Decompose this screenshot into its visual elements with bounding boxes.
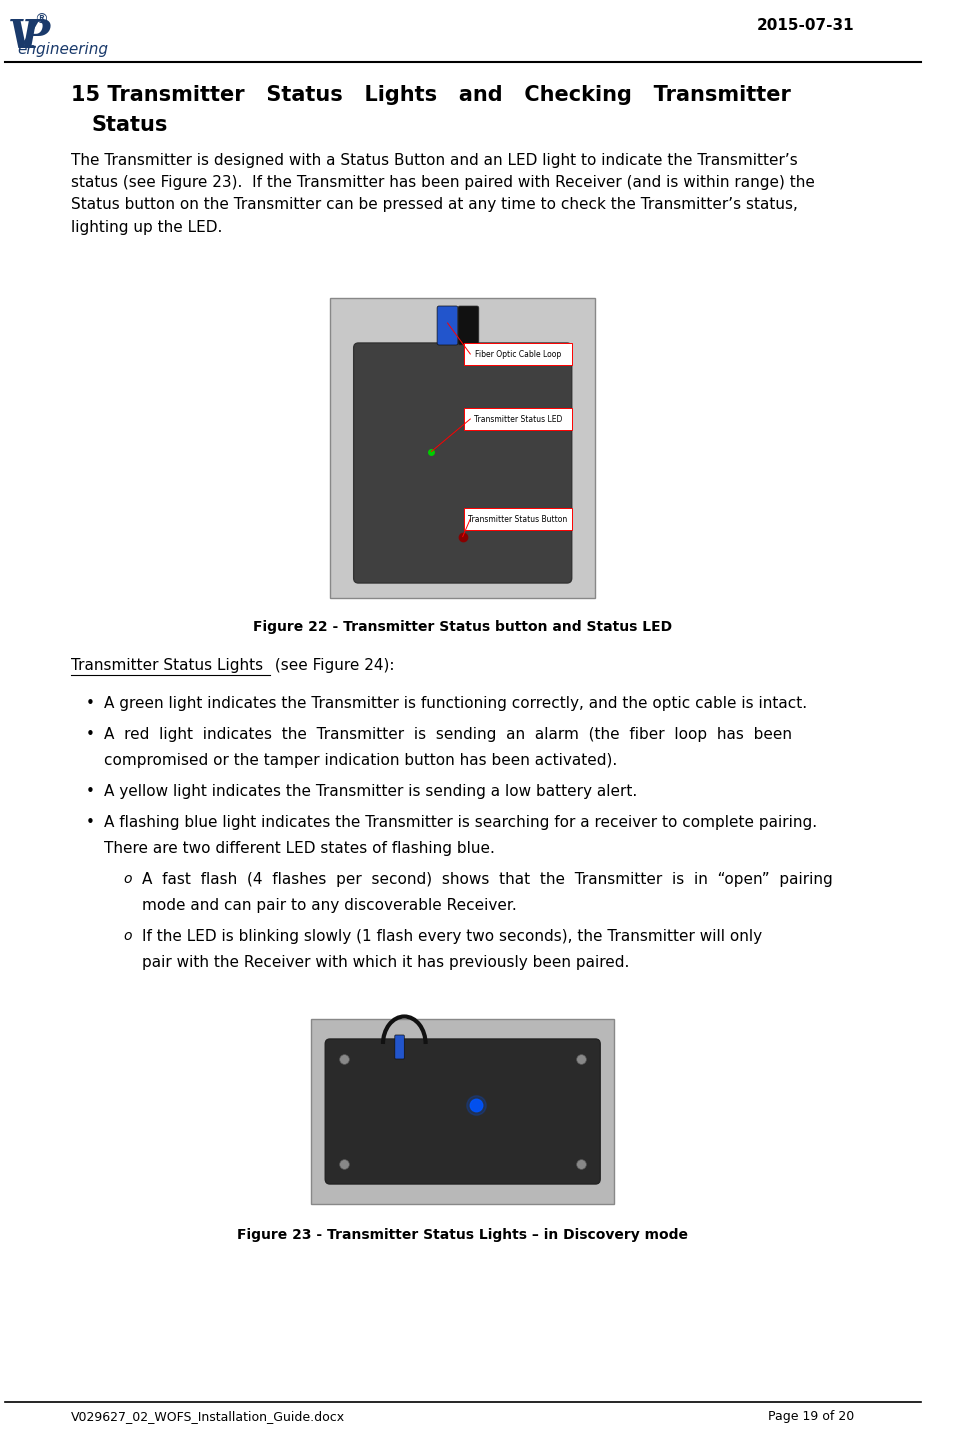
Text: A flashing blue light indicates the Transmitter is searching for a receiver to c: A flashing blue light indicates the Tran… — [104, 814, 818, 830]
Text: If the LED is blinking slowly (1 flash every two seconds), the Transmitter will : If the LED is blinking slowly (1 flash e… — [142, 928, 762, 944]
Text: V029627_02_WOFS_Installation_Guide.docx: V029627_02_WOFS_Installation_Guide.docx — [71, 1409, 346, 1422]
Text: Figure 22 - Transmitter Status button and Status LED: Figure 22 - Transmitter Status button an… — [253, 619, 672, 634]
Text: 15 Transmitter   Status   Lights   and   Checking   Transmitter: 15 Transmitter Status Lights and Checkin… — [71, 85, 791, 105]
Text: Page 19 of 20: Page 19 of 20 — [768, 1409, 854, 1422]
Text: •: • — [85, 814, 95, 830]
Text: The Transmitter is designed with a Status Button and an LED light to indicate th: The Transmitter is designed with a Statu… — [71, 153, 815, 234]
Text: Transmitter Status Button: Transmitter Status Button — [468, 514, 567, 524]
Text: compromised or the tamper indication button has been activated).: compromised or the tamper indication but… — [104, 752, 618, 768]
Text: •: • — [85, 696, 95, 710]
FancyBboxPatch shape — [330, 297, 595, 598]
Text: o: o — [123, 928, 132, 943]
Text: There are two different LED states of flashing blue.: There are two different LED states of fl… — [104, 840, 495, 856]
Text: engineering: engineering — [17, 42, 108, 56]
FancyBboxPatch shape — [395, 1035, 404, 1058]
Text: Status: Status — [92, 116, 168, 134]
FancyBboxPatch shape — [437, 306, 458, 345]
FancyBboxPatch shape — [464, 344, 572, 365]
Text: ®: ® — [33, 13, 48, 27]
Text: A yellow light indicates the Transmitter is sending a low battery alert.: A yellow light indicates the Transmitter… — [104, 784, 637, 799]
Text: o: o — [123, 872, 132, 887]
Text: Fiber Optic Cable Loop: Fiber Optic Cable Loop — [474, 349, 561, 358]
Text: Figure 23 - Transmitter Status Lights – in Discovery mode: Figure 23 - Transmitter Status Lights – … — [237, 1227, 688, 1242]
Text: A  red  light  indicates  the  Transmitter  is  sending  an  alarm  (the  fiber : A red light indicates the Transmitter is… — [104, 726, 793, 742]
Text: •: • — [85, 784, 95, 799]
Text: pair with the Receiver with which it has previously been paired.: pair with the Receiver with which it has… — [142, 954, 630, 970]
Text: Transmitter Status LED: Transmitter Status LED — [473, 414, 562, 423]
Text: •: • — [85, 726, 95, 742]
FancyBboxPatch shape — [325, 1040, 600, 1184]
Text: (see Figure 24):: (see Figure 24): — [270, 658, 394, 673]
FancyBboxPatch shape — [353, 344, 572, 583]
FancyBboxPatch shape — [458, 306, 479, 345]
Text: A green light indicates the Transmitter is functioning correctly, and the optic : A green light indicates the Transmitter … — [104, 696, 807, 710]
Text: A  fast  flash  (4  flashes  per  second)  shows  that  the  Transmitter  is  in: A fast flash (4 flashes per second) show… — [142, 872, 833, 887]
Text: V: V — [8, 17, 38, 56]
Text: Transmitter Status Lights: Transmitter Status Lights — [71, 658, 264, 673]
FancyBboxPatch shape — [311, 1019, 615, 1204]
FancyBboxPatch shape — [464, 508, 572, 530]
Text: mode and can pair to any discoverable Receiver.: mode and can pair to any discoverable Re… — [142, 898, 517, 913]
FancyBboxPatch shape — [464, 409, 572, 430]
Text: 2015-07-31: 2015-07-31 — [756, 17, 854, 33]
Text: P: P — [20, 17, 50, 56]
